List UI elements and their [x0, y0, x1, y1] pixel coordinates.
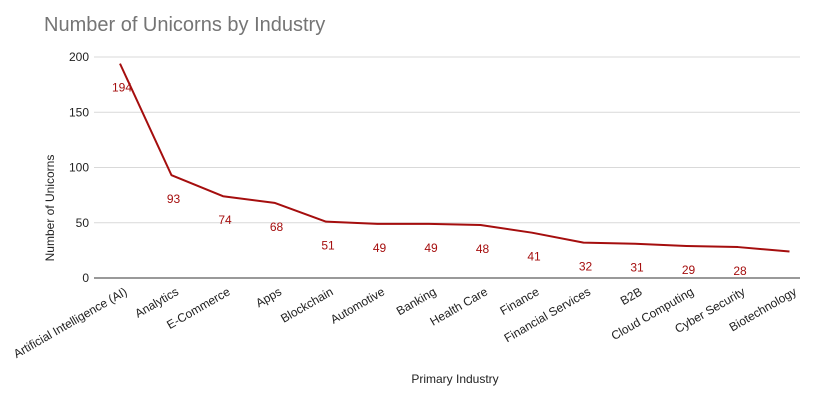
data-label: 74: [218, 213, 232, 227]
data-label: 48: [476, 242, 490, 256]
x-tick-label: Automotive: [328, 284, 387, 326]
x-tick-label: Health Care: [428, 284, 491, 328]
x-tick-label: Financial Services: [502, 284, 593, 345]
data-label: 28: [733, 264, 747, 278]
data-label: 32: [579, 260, 593, 274]
x-axis-label: Primary Industry: [411, 372, 498, 386]
data-label: 31: [630, 261, 644, 275]
y-tick-label: 100: [69, 161, 89, 175]
data-label: 51: [321, 239, 335, 253]
data-label: 49: [424, 241, 438, 255]
chart-title: Number of Unicorns by Industry: [44, 14, 326, 36]
data-label: 29: [682, 263, 696, 277]
data-label: 68: [270, 220, 284, 234]
y-axis-label: Number of Unicorns: [43, 155, 57, 262]
gridlines: [94, 56, 800, 279]
y-tick-label: 50: [76, 216, 90, 230]
y-tick-label: 200: [69, 50, 89, 64]
data-label: 49: [373, 241, 387, 255]
x-tick-label: B2B: [618, 284, 645, 307]
series-line: [119, 63, 790, 253]
x-tick-label: Apps: [253, 284, 284, 310]
data-label: 194: [112, 81, 132, 95]
y-tick-label: 150: [69, 105, 89, 119]
series-line-group: [119, 63, 790, 253]
y-tick-label: 0: [82, 271, 89, 285]
x-tick-label: Artificial Intelligence (AI): [11, 284, 129, 360]
x-tick-label: Blockchain: [278, 284, 335, 325]
data-label: 93: [167, 192, 181, 206]
data-label: 41: [527, 250, 541, 264]
x-tick-labels: Artificial Intelligence (AI) AnalyticsE-C…: [11, 284, 799, 361]
data-labels: 194 93 74 68 51 49 49 48 41 32 31 29 28: [112, 81, 747, 278]
y-tick-labels: 0 50 100 150 200: [69, 50, 89, 285]
